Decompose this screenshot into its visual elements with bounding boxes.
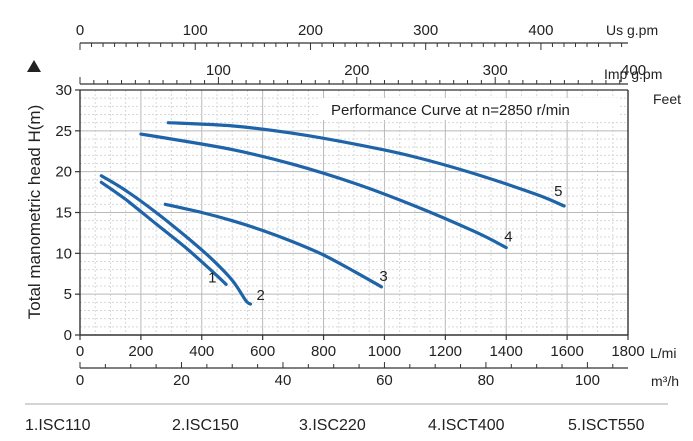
m3h-tick-label: 60 <box>376 372 393 389</box>
legend-item: 4.ISCT400 <box>428 417 505 434</box>
legend-item: 5.ISCT550 <box>568 417 645 434</box>
us-gpm-tick-label: 400 <box>528 22 553 39</box>
legend: 1.ISC110 2.ISC150 3.ISC220 4.ISCT400 5.ISCT5… <box>25 417 645 434</box>
y-tick-label: 15 <box>55 205 72 222</box>
curve-3 <box>163 202 383 289</box>
title-box <box>318 98 620 120</box>
curve-5 <box>166 121 566 208</box>
y-tick-label: 0 <box>64 327 72 344</box>
x-tick-label: 1600 <box>550 343 583 360</box>
curve-2 <box>99 174 253 306</box>
y-tick-label: 20 <box>55 164 72 181</box>
m3h-tick-label: 20 <box>173 372 190 389</box>
x-tick-label: 200 <box>128 343 153 360</box>
us-gpm-tick-label: 200 <box>298 22 323 39</box>
x-tick-label: 0 <box>76 343 84 360</box>
y-tick-label: 10 <box>55 245 72 262</box>
grid <box>80 90 628 335</box>
y-tick-label: 5 <box>64 286 72 303</box>
curve-1 <box>99 180 228 286</box>
axes <box>75 42 629 369</box>
us-gpm-unit-label: Us g.pm <box>606 22 658 38</box>
y-axis-arrow-icon <box>27 60 41 72</box>
curve-label-3: 3 <box>379 268 387 285</box>
curve-label-5: 5 <box>554 183 562 200</box>
curve-label-4: 4 <box>504 229 512 246</box>
x-tick-label: 800 <box>311 343 336 360</box>
y-tick-label: 25 <box>55 123 72 140</box>
curve-4 <box>139 132 508 250</box>
legend-item: 2.ISC150 <box>172 417 239 434</box>
imp-gpm-unit-label: Imp g.pm <box>604 66 662 82</box>
imp-gpm-tick-label: 300 <box>483 62 508 79</box>
x-tick-label: 1400 <box>490 343 523 360</box>
x-tick-label: 600 <box>250 343 275 360</box>
m3h-tick-label: 80 <box>478 372 495 389</box>
m3h-unit-label: m³/h <box>651 373 679 389</box>
y-tick-label: 30 <box>55 82 72 99</box>
curve-label-2: 2 <box>256 287 264 304</box>
us-gpm-tick-label: 100 <box>183 22 208 39</box>
x-axis-unit-label: L/mi <box>650 345 676 361</box>
legend-item: 3.ISC220 <box>299 417 366 434</box>
x-tick-label: 1200 <box>429 343 462 360</box>
curves: 1 2 3 4 5 <box>99 121 566 306</box>
chart-title: Performance Curve at n=2850 r/min <box>331 102 570 119</box>
m3h-tick-label: 40 <box>275 372 292 389</box>
us-gpm-tick-label: 0 <box>76 22 84 39</box>
us-gpm-tick-label: 300 <box>413 22 438 39</box>
curve-label-1: 1 <box>208 269 216 286</box>
legend-item: 1.ISC110 <box>25 417 91 434</box>
imp-gpm-tick-label: 200 <box>344 62 369 79</box>
imp-gpm-tick-label: 100 <box>206 62 231 79</box>
imp-gpm-tick-label: 400 <box>621 62 646 79</box>
x-tick-label: 400 <box>189 343 214 360</box>
x-tick-label: 1800 <box>611 343 644 360</box>
m3h-tick-label: 100 <box>575 372 600 389</box>
feet-unit-label: Feet <box>653 91 681 107</box>
m3h-tick-label: 0 <box>76 372 84 389</box>
x-tick-label: 1000 <box>368 343 401 360</box>
y-axis-label: Total manometric head H(m) <box>25 105 44 319</box>
